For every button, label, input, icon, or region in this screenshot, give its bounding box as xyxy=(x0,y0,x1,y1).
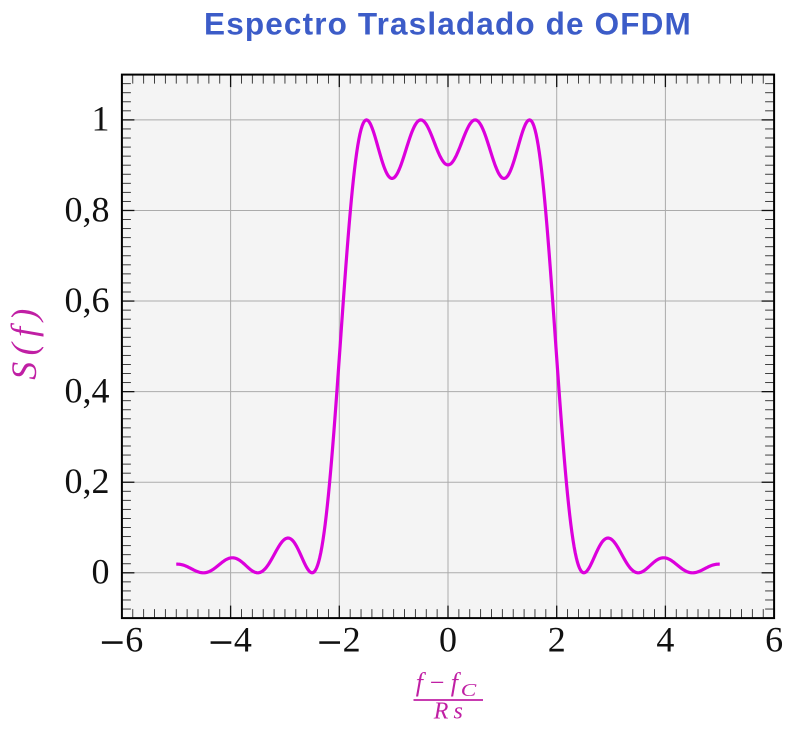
svg-text:0,6: 0,6 xyxy=(65,280,110,320)
svg-text:2: 2 xyxy=(343,620,361,660)
svg-text:6: 6 xyxy=(125,620,143,660)
svg-text:4: 4 xyxy=(656,620,674,660)
svg-text:f − f: f − f xyxy=(416,668,462,697)
svg-text:0: 0 xyxy=(92,552,110,592)
svg-text:0,4: 0,4 xyxy=(65,370,110,410)
svg-text:0,8: 0,8 xyxy=(65,189,110,229)
svg-text:Rs: Rs xyxy=(433,698,463,724)
svg-text:2: 2 xyxy=(548,620,566,660)
svg-text:S(f): S(f) xyxy=(4,309,44,380)
svg-text:1: 1 xyxy=(92,99,110,139)
svg-text:4: 4 xyxy=(234,620,252,660)
svg-text:6: 6 xyxy=(765,620,783,660)
svg-text:0: 0 xyxy=(439,620,457,660)
svg-text:0,2: 0,2 xyxy=(65,461,110,501)
svg-text:C: C xyxy=(461,680,477,700)
svg-text:Espectro Trasladado de OFDM: Espectro Trasladado de OFDM xyxy=(204,6,692,42)
